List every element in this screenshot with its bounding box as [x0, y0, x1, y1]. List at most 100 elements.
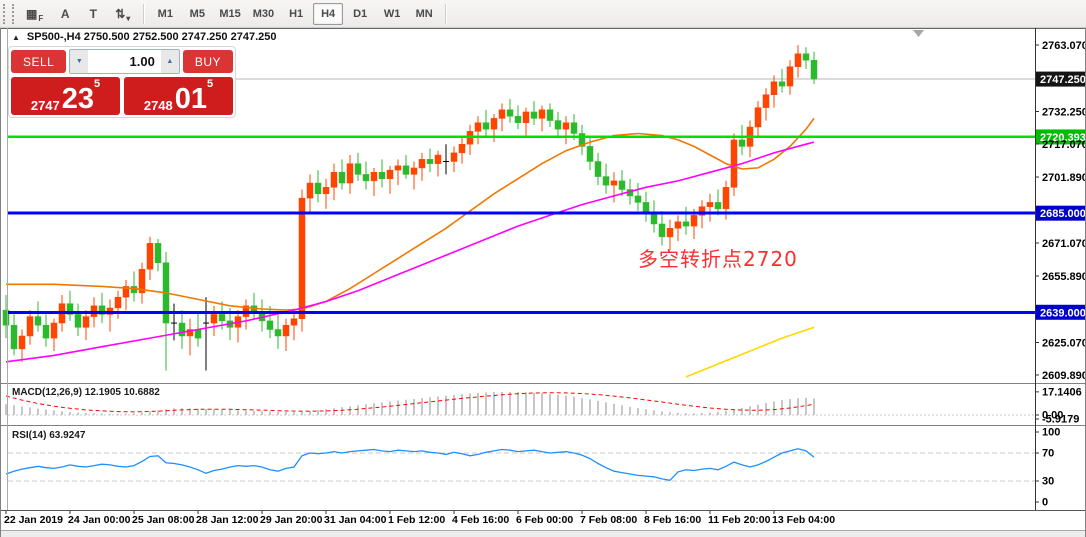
chart-shift-marker-icon[interactable]	[913, 30, 924, 37]
timeframe-button-M15[interactable]: M15	[214, 3, 245, 25]
time-axis-label: 31 Jan 04:00	[324, 514, 387, 526]
candle-body	[210, 314, 218, 324]
time-axis-label: 8 Feb 16:00	[644, 514, 701, 526]
rsi-axis-label: 100	[1042, 427, 1060, 439]
candle-body	[562, 122, 570, 130]
candle-body	[426, 159, 434, 164]
candle-body	[354, 163, 362, 175]
candle-body	[706, 202, 714, 207]
time-axis-label: 4 Feb 16:00	[452, 514, 509, 526]
candle-body	[146, 243, 154, 270]
candle-body	[666, 228, 674, 238]
rsi-axis-label: 70	[1042, 448, 1054, 460]
text-label-icon[interactable]: A	[52, 3, 78, 25]
candle-body	[74, 314, 82, 328]
price-axis-label: 2625.070	[1042, 337, 1086, 349]
candle-body	[330, 172, 338, 188]
drawing-tools-group: ▦ F A T ⇅ ▾	[18, 3, 138, 25]
aux-yellow-line	[685, 326, 815, 378]
candle-body	[690, 215, 698, 227]
timeframe-button-D1[interactable]: D1	[345, 3, 375, 25]
timeframe-button-M5[interactable]: M5	[182, 3, 212, 25]
candle-body	[730, 139, 738, 188]
candle-body	[154, 243, 162, 263]
timeframe-button-MN[interactable]: MN	[409, 3, 439, 25]
price-axis-label: 2655.890	[1042, 271, 1086, 283]
candle-body	[362, 174, 370, 182]
collapse-icon[interactable]: ▲	[12, 32, 20, 42]
candle-body	[18, 335, 26, 350]
price-axis-label: 2732.250	[1042, 106, 1086, 118]
price-badge-label: 2720.393	[1040, 132, 1086, 144]
timeframe-group: M1 M5 M15 M30 H1 H4 D1 W1 MN	[149, 2, 440, 25]
candle-body	[722, 187, 730, 210]
sell-button[interactable]: SELL	[11, 50, 67, 73]
rsi-indicator-label: RSI(14) 63.9247	[12, 430, 86, 441]
rsi-axis-label: 30	[1042, 476, 1054, 488]
price-axis-label: 2763.070	[1042, 40, 1086, 52]
price-badge-label: 2685.000	[1040, 208, 1086, 220]
rsi-axis-label: 0	[1042, 497, 1048, 509]
time-axis-label: 24 Jan 00:00	[68, 514, 131, 526]
cycle-lines-icon[interactable]: ⇅ ▾	[108, 3, 137, 25]
candle-body	[282, 324, 290, 337]
candle-body	[506, 109, 514, 117]
candle-body	[266, 320, 274, 330]
grid-properties-icon[interactable]: ▦ F	[19, 3, 50, 25]
candle-body	[114, 296, 122, 309]
buy-price-big: 01	[174, 83, 208, 116]
chart-title-text: SP500-,H4 2750.500 2752.500 2747.250 274…	[26, 31, 277, 43]
volume-decrease-button[interactable]: ▼	[70, 50, 89, 73]
candle-body	[810, 59, 818, 80]
timeframe-button-M30[interactable]: M30	[248, 3, 279, 25]
macd-axis-label: 0.00	[1042, 410, 1063, 422]
volume-increase-button[interactable]: ▲	[160, 50, 179, 73]
price-badge	[1036, 71, 1086, 87]
candle-body	[546, 109, 554, 121]
volume-stepper[interactable]: ▼ 1.00 ▲	[69, 49, 180, 74]
price-badge	[1036, 304, 1086, 320]
candle-body	[618, 180, 626, 190]
candle-body	[538, 109, 546, 119]
ma-fast-line	[6, 117, 815, 311]
toolbar-grip[interactable]	[3, 3, 14, 24]
candle-body	[674, 221, 682, 229]
sell-price-big: 23	[61, 83, 95, 116]
ma-slow-line	[5, 141, 815, 363]
price-axis-label: 2671.070	[1042, 238, 1086, 250]
candle-body	[802, 53, 810, 61]
timeframe-button-W1[interactable]: W1	[377, 3, 407, 25]
candle-body	[402, 165, 410, 175]
candle-body	[434, 154, 442, 164]
price-axis-label: 2609.890	[1042, 370, 1086, 382]
candle-body	[218, 314, 226, 322]
toolbar-separator	[143, 3, 145, 24]
candle-body	[2, 309, 10, 326]
candle-body	[482, 122, 490, 130]
candle-body	[138, 268, 146, 294]
buy-button[interactable]: BUY	[182, 50, 233, 73]
timeframe-button-H1[interactable]: H1	[281, 3, 311, 25]
candle-body	[786, 66, 794, 87]
candle-body	[594, 161, 602, 177]
sell-price-box[interactable]: 2747 23 5	[11, 77, 120, 115]
candle-body	[522, 111, 530, 123]
price-chart[interactable]: 2763.070 2747.250 2732.250 2720.3932717.070…	[0, 28, 1086, 537]
candle-body	[602, 176, 610, 186]
text-box-icon[interactable]: T	[80, 3, 106, 25]
price-axis-label: 2701.890	[1042, 172, 1086, 184]
timeframe-button-M1[interactable]: M1	[150, 3, 180, 25]
candle-body	[34, 316, 42, 326]
candle-body	[346, 163, 354, 184]
candle-body	[554, 120, 562, 130]
time-axis-label: 13 Feb 04:00	[772, 514, 835, 526]
timeframe-button-H4[interactable]: H4	[313, 2, 344, 25]
candle-body	[498, 109, 506, 119]
time-axis-label: 25 Jan 08:00	[132, 514, 195, 526]
candle-body	[322, 187, 330, 195]
candle-body	[458, 143, 466, 154]
volume-value[interactable]: 1.00	[129, 54, 155, 69]
buy-price-box[interactable]: 2748 01 5	[124, 77, 233, 115]
price-badge	[1036, 129, 1086, 145]
candle-body	[194, 329, 202, 339]
